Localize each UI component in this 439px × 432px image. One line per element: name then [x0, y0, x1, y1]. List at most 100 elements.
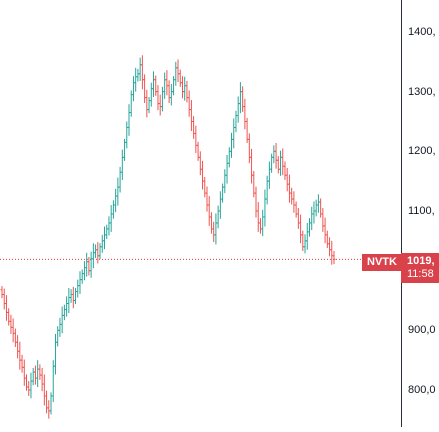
ohlc-bar [303, 234, 307, 254]
ohlc-bar [292, 191, 296, 213]
ohlc-bar [4, 295, 8, 321]
ohlc-bar [42, 374, 46, 406]
ohlc-bar [316, 194, 320, 213]
ohlc-bar [332, 250, 336, 265]
ohlc-bar [156, 85, 160, 111]
ohlc-bar [74, 287, 78, 305]
ohlc-bar [227, 147, 231, 168]
ohlc-bar [221, 183, 225, 203]
ohlc-bar [109, 205, 113, 232]
ohlc-bar [261, 209, 265, 237]
ohlc-bar [209, 212, 213, 234]
ohlc-bar [180, 76, 184, 99]
ohlc-bar [78, 271, 82, 294]
ohlc-bar [258, 218, 262, 234]
ohlc-bar [33, 365, 37, 385]
ohlc-bar [236, 96, 240, 123]
ohlc-bar [247, 133, 251, 164]
ohlc-bar [38, 364, 42, 380]
ohlc-bar [323, 217, 327, 244]
ohlc-bar [76, 279, 80, 298]
ohlc-bar [328, 237, 332, 257]
ohlc-bar [281, 148, 285, 176]
ohlc-bar [31, 367, 35, 386]
ohlc-bar [16, 335, 20, 359]
ohlc-bar [143, 74, 147, 104]
ohlc-bar [127, 104, 131, 136]
ohlc-bar [330, 240, 334, 265]
ohlc-bar [218, 191, 222, 219]
ohlc-bar [169, 83, 173, 106]
ohlc-bar [62, 304, 66, 321]
ohlc-bar [279, 150, 283, 176]
ohlc-bar [214, 213, 218, 245]
ohlc-bar [69, 289, 73, 303]
ohlc-bar [321, 208, 325, 232]
ohlc-bar [276, 156, 280, 174]
y-tick-label: 1300, [408, 85, 436, 98]
ohlc-bar [194, 125, 198, 154]
ohlc-bar [82, 261, 86, 281]
ohlc-bar [60, 306, 64, 334]
y-tick-label: 1200, [408, 145, 436, 158]
ohlc-bar [134, 67, 138, 92]
ohlc-bar [145, 89, 149, 118]
ohlc-bar [94, 244, 98, 259]
ohlc-bar [234, 110, 238, 133]
ohlc-bar [172, 76, 176, 96]
ohlc-bar [40, 367, 44, 392]
ohlc-bar [301, 230, 305, 251]
ohlc-chart-canvas[interactable] [0, 0, 401, 427]
ohlc-bar [296, 208, 300, 229]
ohlc-bar [305, 222, 309, 250]
ohlc-bar [178, 69, 182, 87]
ohlc-bar [287, 174, 291, 203]
ohlc-bar [285, 168, 289, 192]
ohlc-bar [2, 288, 6, 310]
ohlc-bar [96, 242, 100, 264]
ohlc-bar [272, 145, 276, 164]
ohlc-bar [152, 71, 156, 98]
ohlc-bar [294, 201, 298, 218]
ohlc-bar [307, 218, 311, 237]
ohlc-bar [147, 97, 151, 114]
ohlc-bar [158, 94, 162, 116]
ohlc-bar [85, 252, 89, 277]
ohlc-bar [174, 61, 178, 86]
ohlc-bar [18, 341, 22, 370]
ohlc-bar [111, 200, 115, 219]
ohlc-bar [299, 214, 303, 244]
ohlc-bar [270, 153, 274, 173]
last-price-badge: 1019, 11:58 [401, 253, 439, 283]
ohlc-bar [198, 151, 202, 176]
ohlc-bar [116, 177, 120, 206]
ohlc-bar [167, 80, 171, 104]
ohlc-bar [67, 287, 71, 314]
ohlc-bar [203, 176, 207, 198]
ohlc-bar [163, 72, 167, 99]
ohlc-bar [267, 161, 271, 189]
ohlc-bar [263, 189, 267, 227]
ohlc-bar [100, 234, 104, 253]
ohlc-bar [7, 308, 11, 326]
ohlc-bar [29, 372, 33, 399]
ohlc-bar [314, 199, 318, 217]
ohlc-bar [310, 206, 314, 231]
ohlc-bar [183, 76, 187, 101]
y-tick-label: 1100, [408, 205, 435, 217]
ohlc-bar [274, 142, 278, 169]
ohlc-bar [205, 186, 209, 212]
ohlc-bar [58, 317, 62, 337]
ohlc-bar [319, 198, 323, 218]
ohlc-bar [189, 100, 193, 132]
ohlc-bar [47, 400, 51, 419]
ticker-badge: NVTK [362, 254, 402, 271]
ohlc-bar [243, 98, 247, 130]
ohlc-bar [216, 205, 220, 229]
ohlc-bar [102, 226, 106, 250]
price-chart[interactable] [0, 0, 401, 427]
ohlc-bar [212, 221, 216, 243]
ohlc-bar [223, 169, 227, 194]
ohlc-bar [125, 121, 129, 149]
